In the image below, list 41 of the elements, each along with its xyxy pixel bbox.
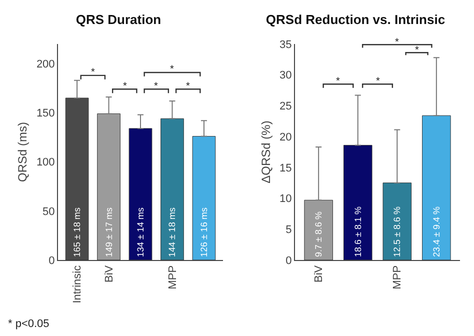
y-tick-label: 20 — [280, 131, 292, 144]
text: * p<0.05 — [8, 318, 50, 330]
x-tick-label: Intrinsic — [72, 264, 84, 304]
annotation: * — [415, 45, 419, 56]
x-tick-label: BiV — [103, 264, 116, 283]
annotation: * — [91, 67, 95, 78]
annotation: * — [376, 76, 380, 87]
y-axis-title: QRSd (ms) — [16, 122, 30, 182]
y-tick-label: 200 — [36, 58, 55, 70]
y-tick-label: 150 — [36, 108, 55, 120]
annotation: * — [336, 76, 340, 87]
annotation: * — [186, 81, 190, 92]
y-tick-label: 100 — [36, 156, 55, 169]
annotation: * — [154, 81, 158, 92]
x-tick-label: MPP — [166, 265, 179, 290]
data-label: 144 ± 18 ms — [167, 207, 178, 257]
data-label: 18.6 ± 8.1 % — [352, 206, 363, 257]
data-label: 9.7 ± 8.6 % — [314, 212, 324, 257]
data-label: 23.4 ± 9.4 % — [431, 206, 442, 257]
chart-title: QRSd Reduction vs. Intrinsic — [266, 12, 446, 28]
annotation: * — [170, 64, 174, 75]
y-tick-label: 0 — [48, 254, 55, 267]
y-tick-label: 10 — [280, 193, 292, 206]
x-tick-label: BiV — [313, 264, 326, 283]
data-label: 126 ± 16 ms — [198, 207, 209, 257]
data-label: 149 ± 17 ms — [104, 207, 114, 257]
y-tick-label: 15 — [280, 162, 292, 174]
data-label: 165 ± 18 ms — [72, 207, 82, 257]
x-tick-label: MPP — [392, 265, 404, 290]
data-label: 134 ± 14 ms — [136, 207, 146, 257]
annotation: * — [123, 81, 127, 92]
y-tick-label: 35 — [280, 38, 292, 51]
y-tick-label: 5 — [286, 224, 292, 236]
y-tick-label: 0 — [286, 254, 292, 267]
annotation: * — [395, 37, 399, 48]
y-tick-label: 30 — [280, 70, 292, 82]
chart-title: QRS Duration — [76, 12, 162, 28]
data-label: 12.5 ± 8.6 % — [392, 206, 402, 257]
y-tick-label: 25 — [280, 100, 292, 113]
y-tick-label: 50 — [42, 206, 55, 218]
y-axis-title: ΔQRSd (%) — [258, 120, 273, 184]
